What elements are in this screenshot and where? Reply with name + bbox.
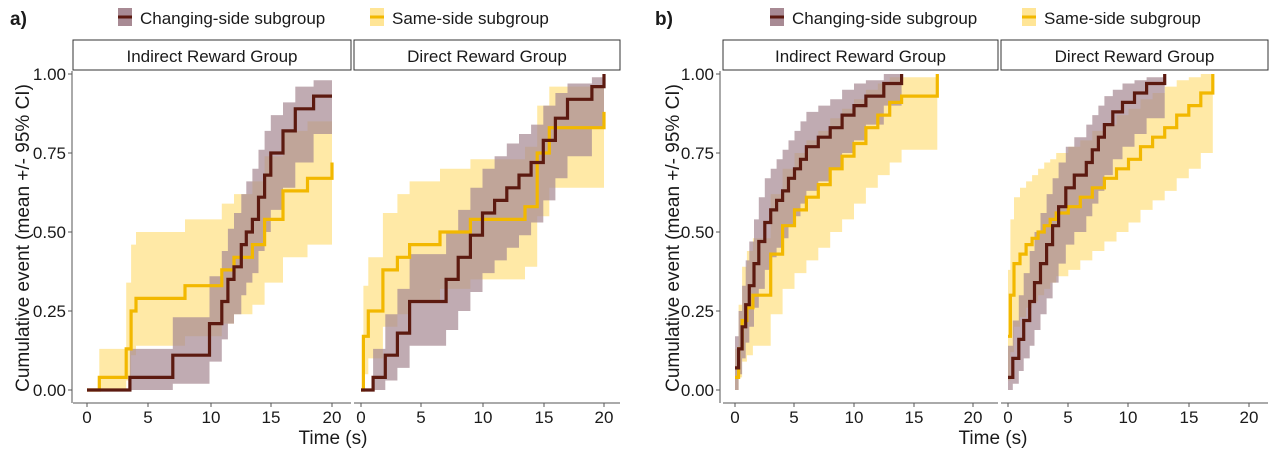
facet-title: Direct Reward Group: [1055, 47, 1215, 66]
x-tick-label: 10: [474, 408, 493, 427]
plot-area: [87, 80, 334, 392]
x-tick-label: 15: [1180, 408, 1199, 427]
y-tick-label: 1.00: [681, 65, 714, 84]
y-tick-label: 0.25: [33, 302, 66, 321]
y-tick-label: 0.25: [681, 302, 714, 321]
chart-a: a) Changing-side subgroup Same-side subgro…: [10, 8, 621, 449]
x-axis-title: Time (s): [959, 428, 1028, 449]
panel-indirect: Indirect Reward Group 0 5 10 15 20: [722, 39, 999, 427]
panel-direct: Direct Reward Group 0 5 10 15 20: [353, 39, 621, 427]
facet-strip: [722, 39, 999, 71]
series-line-changing-side: [735, 74, 904, 370]
x-tick-label: 20: [1240, 408, 1259, 427]
legend-entry: Same-side subgroup: [392, 9, 549, 28]
x-tick-label: 10: [845, 408, 864, 427]
x-tick-label: 0: [356, 408, 365, 427]
legend-entry: Changing-side subgroup: [792, 9, 977, 28]
x-tick-label: 0: [82, 408, 91, 427]
x-tick-label: 20: [323, 408, 342, 427]
facet-strip: [72, 39, 352, 71]
x-axis-title: Time (s): [299, 428, 368, 449]
x-tick-label: 10: [1119, 408, 1138, 427]
y-tick-label: 0.75: [681, 144, 714, 163]
facet-title: Indirect Reward Group: [126, 47, 297, 66]
facet-strip: [1000, 39, 1269, 71]
panel-direct: Direct Reward Group 0 5 10 15 20: [1000, 39, 1269, 427]
facet-title: Indirect Reward Group: [775, 47, 946, 66]
figure-label: a): [10, 9, 27, 30]
series-line-changing-side: [1008, 74, 1167, 379]
ci-band-same-side: [735, 74, 938, 390]
x-tick-label: 20: [964, 408, 983, 427]
x-tick-label: 5: [1063, 408, 1072, 427]
legend-entry: Same-side subgroup: [1044, 9, 1201, 28]
series-line-same-side: [1008, 74, 1215, 338]
plot-area: [735, 74, 939, 390]
legend: Changing-side subgroup Same-side subgroup: [770, 8, 1201, 28]
y-tick-label: 0.50: [33, 223, 66, 242]
plot-area: [1008, 74, 1215, 390]
legend-entry: Changing-side subgroup: [140, 9, 325, 28]
y-tick-label: 0.00: [681, 381, 714, 400]
x-tick-label: 5: [789, 408, 798, 427]
ci-band-same-side: [1008, 74, 1213, 381]
x-tick-label: 5: [143, 408, 152, 427]
y-tick-label: 1.00: [33, 65, 66, 84]
y-tick-label: 0.00: [33, 381, 66, 400]
y-axis-title: Cumulative event (mean +/- 95% CI): [13, 84, 34, 392]
y-tick-label: 0.50: [681, 223, 714, 242]
series-line-same-side: [87, 162, 334, 392]
series-line-changing-side: [87, 94, 332, 392]
x-tick-label: 15: [262, 408, 281, 427]
series-line-changing-side: [361, 74, 606, 392]
x-tick-label: 10: [202, 408, 221, 427]
facet-title: Direct Reward Group: [407, 47, 567, 66]
x-tick-label: 20: [595, 408, 614, 427]
panel-indirect: Indirect Reward Group 0 5 10 15 20: [72, 39, 352, 427]
plot-area: [361, 74, 606, 392]
x-tick-label: 0: [1003, 408, 1012, 427]
x-tick-label: 5: [416, 408, 425, 427]
x-tick-label: 0: [730, 408, 739, 427]
figure-label: b): [655, 9, 673, 30]
x-tick-label: 15: [905, 408, 924, 427]
chart-b: b) Changing-side subgroup Same-side subgro…: [655, 8, 1269, 449]
legend: Changing-side subgroup Same-side subgroup: [118, 8, 549, 28]
x-tick-label: 15: [535, 408, 554, 427]
facet-strip: [353, 39, 621, 71]
y-axis-title: Cumulative event (mean +/- 95% CI): [663, 84, 684, 392]
series-line-same-side: [361, 111, 606, 392]
y-tick-label: 0.75: [33, 144, 66, 163]
